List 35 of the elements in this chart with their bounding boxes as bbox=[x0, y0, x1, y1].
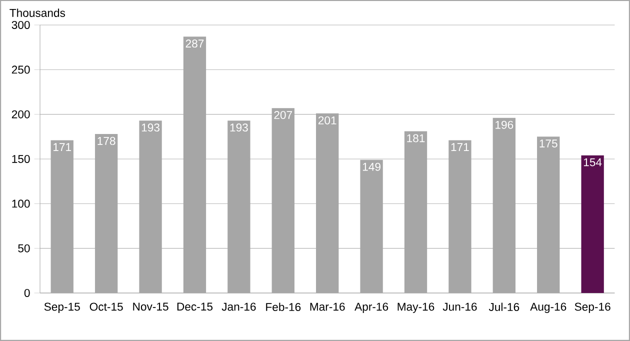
data-label: 149 bbox=[362, 162, 380, 171]
x-tick-label: Nov-15 bbox=[133, 302, 168, 311]
data-label: 181 bbox=[407, 134, 425, 142]
x-tick-label: Mar-16 bbox=[310, 302, 345, 311]
y-tick-label: 300 bbox=[12, 20, 30, 29]
y-tick-label: 100 bbox=[12, 200, 30, 208]
y-tick-label: 200 bbox=[12, 110, 30, 118]
data-label: 207 bbox=[274, 111, 292, 120]
data-label: 201 bbox=[318, 116, 336, 124]
y-tick-label: 250 bbox=[12, 66, 30, 74]
x-tick-label: May-16 bbox=[398, 302, 434, 313]
data-label: 171 bbox=[451, 143, 469, 151]
y-tick-label: 150 bbox=[12, 154, 30, 163]
data-label: 154 bbox=[584, 158, 602, 166]
x-tick-label: Sep-16 bbox=[574, 302, 610, 313]
data-label: 178 bbox=[98, 136, 116, 145]
data-label: 175 bbox=[540, 140, 558, 148]
data-label: 287 bbox=[186, 40, 204, 48]
x-tick-label: Aug-16 bbox=[530, 302, 566, 313]
y-axis-title: Thousands bbox=[10, 8, 66, 17]
y-tick-label: 0 bbox=[24, 288, 30, 297]
x-tick-label: Dec-15 bbox=[177, 302, 213, 311]
data-label: 171 bbox=[54, 143, 72, 151]
bar bbox=[581, 155, 604, 293]
x-tick-label: Jun-16 bbox=[442, 302, 477, 311]
x-tick-label: Oct-15 bbox=[90, 302, 123, 311]
data-label: 193 bbox=[142, 124, 160, 132]
x-tick-label: Feb-16 bbox=[266, 302, 301, 312]
x-tick-label: Apr-16 bbox=[354, 302, 388, 313]
x-tick-label: Sep-15 bbox=[44, 302, 80, 313]
data-label: 193 bbox=[230, 124, 248, 132]
x-tick-label: Jan-16 bbox=[222, 302, 256, 311]
data-label: 196 bbox=[496, 120, 514, 129]
x-tick-label: Jul-16 bbox=[488, 302, 520, 312]
y-tick-label: 50 bbox=[18, 244, 30, 252]
